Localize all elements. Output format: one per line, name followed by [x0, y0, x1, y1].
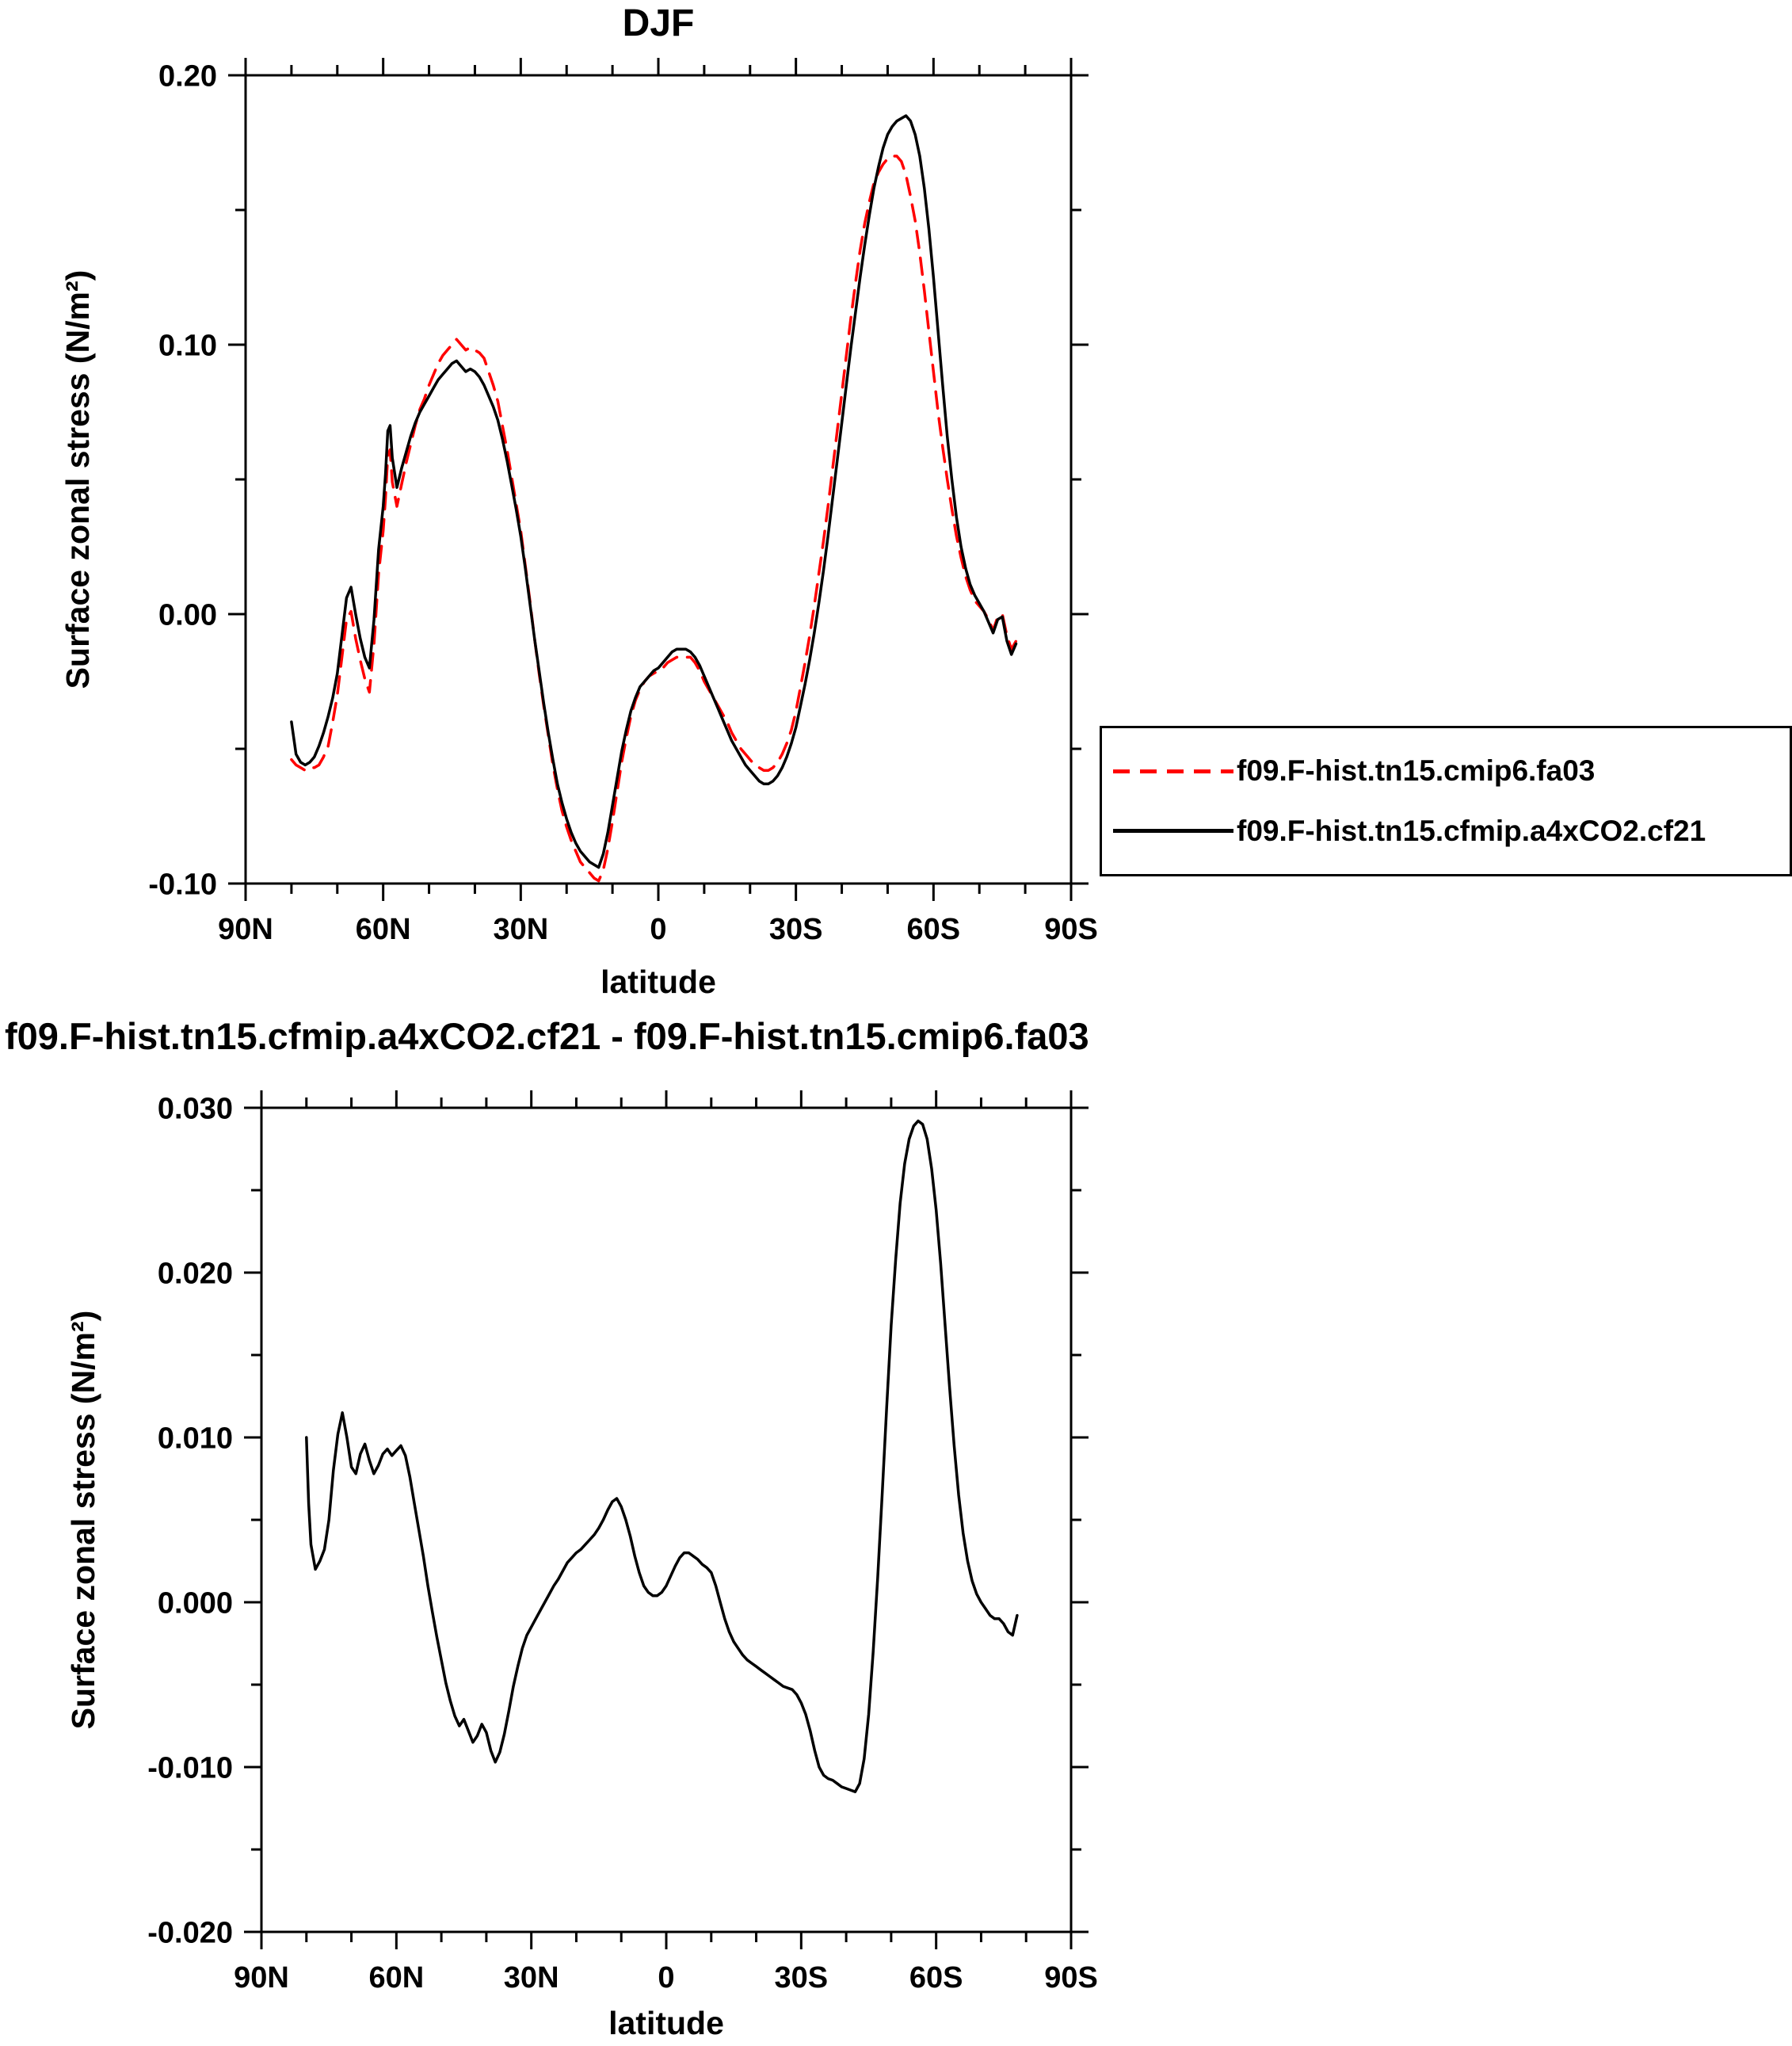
- difference-chart-y-axis-label: Surface zonal stress (N/m²): [65, 1310, 101, 1730]
- svg-text:30N: 30N: [493, 913, 548, 946]
- svg-text:0: 0: [658, 1961, 674, 1994]
- svg-text:0: 0: [650, 913, 666, 946]
- difference-chart: 90N 60N 30N 0 30S 60S 90S -0.020 -0.010 0.000 0.01…: [147, 1090, 1098, 1994]
- series-line-1: [290, 114, 1018, 869]
- svg-text:60S: 60S: [909, 1961, 963, 1994]
- legend-line-sample-black-solid: [1113, 829, 1233, 834]
- tick-labels: 90N 60N 30N 0 30S 60S 90S -0.020 -0.010 0.000 0.01…: [147, 1092, 1098, 1994]
- plot-frame: [260, 1106, 1073, 1933]
- svg-text:30S: 30S: [775, 1961, 829, 1994]
- svg-text:0.000: 0.000: [158, 1586, 233, 1620]
- svg-text:-0.020: -0.020: [147, 1916, 233, 1949]
- series-line-0: [305, 1119, 1019, 1793]
- difference-chart-x-axis-label: latitude: [608, 2005, 724, 2041]
- svg-text:90S: 90S: [1044, 1961, 1098, 1994]
- axes: [244, 1090, 1089, 1949]
- svg-text:0.00: 0.00: [158, 598, 217, 632]
- svg-text:30N: 30N: [504, 1961, 559, 1994]
- top-chart-x-axis-label: latitude: [601, 964, 716, 1000]
- svg-text:90N: 90N: [234, 1961, 289, 1994]
- legend-label-cmip6: f09.F-hist.tn15.cmip6.fa03: [1237, 754, 1596, 788]
- top-chart-y-axis-label: Surface zonal stress (N/m²): [59, 269, 96, 689]
- svg-text:0.20: 0.20: [158, 59, 217, 93]
- difference-chart-title: f09.F-hist.tn15.cfmip.a4xCO2.cf21 - f09.…: [5, 1015, 1089, 1057]
- legend-item-a4xco2: f09.F-hist.tn15.cfmip.a4xCO2.cf21: [1113, 815, 1790, 848]
- svg-text:60N: 60N: [368, 1961, 424, 1994]
- legend-line-sample-red-dashed: [1113, 769, 1233, 773]
- svg-text:90S: 90S: [1044, 913, 1098, 946]
- legend-label-a4xco2: f09.F-hist.tn15.cfmip.a4xCO2.cf21: [1237, 814, 1706, 847]
- axes: [228, 58, 1089, 901]
- legend: f09.F-hist.tn15.cmip6.fa03 f09.F-hist.tn…: [1100, 726, 1792, 876]
- svg-text:0.020: 0.020: [158, 1257, 233, 1290]
- top-chart-title: DJF: [622, 2, 695, 44]
- svg-text:0.030: 0.030: [158, 1092, 233, 1125]
- series-line-0: [290, 155, 1018, 883]
- svg-text:-0.10: -0.10: [148, 868, 217, 901]
- svg-text:60S: 60S: [907, 913, 961, 946]
- svg-text:90N: 90N: [218, 913, 273, 946]
- svg-text:0.10: 0.10: [158, 329, 217, 362]
- tick-labels: 90N 60N 30N 0 30S 60S 90S -0.10 0.00 0.10 0.20: [148, 59, 1097, 946]
- top-chart: 90N 60N 30N 0 30S 60S 90S -0.10 0.00 0.10 0.20: [148, 58, 1098, 946]
- legend-item-cmip6: f09.F-hist.tn15.cmip6.fa03: [1113, 754, 1790, 788]
- svg-text:30S: 30S: [769, 913, 823, 946]
- svg-text:60N: 60N: [356, 913, 411, 946]
- svg-text:-0.010: -0.010: [147, 1751, 233, 1785]
- svg-text:0.010: 0.010: [158, 1422, 233, 1455]
